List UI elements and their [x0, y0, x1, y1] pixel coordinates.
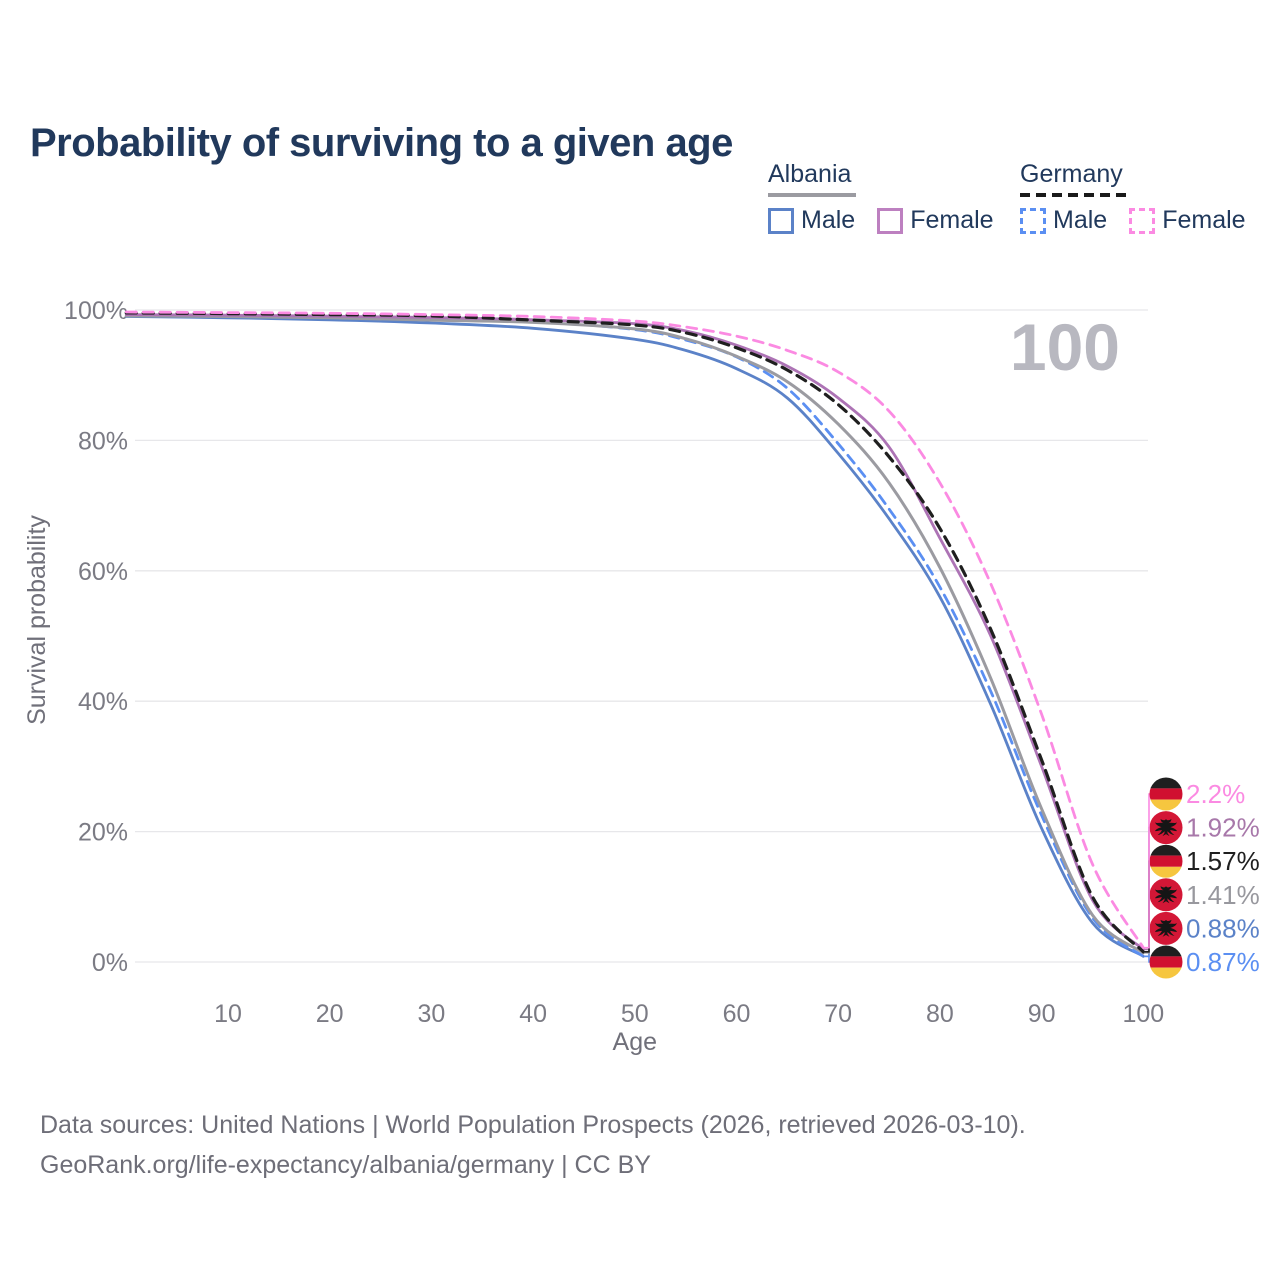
x-tick-label: 80 [926, 1000, 954, 1028]
albania-male-swatch-icon [768, 207, 794, 234]
end-value-label: 0.88% [1186, 913, 1260, 943]
end-value-label: 0.87% [1186, 947, 1260, 977]
end-value-label: 1.92% [1186, 813, 1260, 843]
legend-albania-header[interactable]: Albania [768, 160, 1016, 197]
y-tick-label: 80% [78, 427, 128, 455]
german-flag-icon [1149, 777, 1183, 811]
german-flag-icon [1149, 844, 1183, 878]
germany-male-swatch-icon [1020, 207, 1046, 234]
x-tick-label: 30 [417, 1000, 445, 1028]
legend-group-albania: Albania Male Female [768, 160, 1016, 235]
y-tick-label: 0% [92, 949, 128, 977]
legend-germany-label: Germany [1020, 160, 1123, 188]
legend-germany-male-label: Male [1053, 206, 1108, 234]
germany-total-line-swatch [1020, 193, 1126, 197]
y-tick-label: 40% [78, 688, 128, 716]
age-indicator-watermark: 100 [1010, 310, 1120, 384]
series-line-germany[interactable] [124, 311, 1145, 954]
legend-germany-female[interactable]: Female [1129, 206, 1246, 235]
end-value-label: 1.41% [1186, 880, 1260, 910]
series-line-albania-female[interactable] [124, 313, 1145, 951]
x-tick-label: 40 [519, 1000, 547, 1028]
x-tick-label: 100 [1122, 1000, 1164, 1028]
albania-female-swatch-icon [877, 207, 904, 234]
x-tick-label: 90 [1028, 1000, 1056, 1028]
page-title: Probability of surviving to a given age [30, 120, 733, 165]
albania-total-line-swatch [768, 193, 856, 197]
end-value-label: 1.57% [1186, 846, 1260, 876]
legend-albania-female[interactable]: Female [877, 206, 994, 235]
albanian-flag-icon [1149, 878, 1183, 912]
legend-albania-male[interactable]: Male [768, 206, 855, 235]
x-tick-label: 70 [824, 1000, 852, 1028]
y-tick-label: 20% [78, 819, 128, 847]
germany-female-swatch-icon [1129, 207, 1156, 234]
data-sources: Data sources: United Nations | World Pop… [40, 1105, 1026, 1185]
series-line-germany-male[interactable] [124, 312, 1145, 958]
x-tick-label: 20 [316, 1000, 344, 1028]
legend-germany-header[interactable]: Germany [1020, 160, 1268, 197]
series-line-albania[interactable] [124, 314, 1145, 955]
legend-germany-female-label: Female [1162, 206, 1246, 234]
data-sources-line2: GeoRank.org/life-expectancy/albania/germ… [40, 1151, 651, 1179]
data-sources-line1: Data sources: United Nations | World Pop… [40, 1111, 1026, 1139]
x-tick-label: 60 [723, 1000, 751, 1028]
y-tick-label: 100% [64, 297, 128, 325]
y-axis-title: Survival probability [23, 515, 51, 725]
albanian-flag-icon [1149, 811, 1183, 845]
end-label-connector [1144, 860, 1152, 953]
legend-germany-male[interactable]: Male [1020, 206, 1107, 235]
x-tick-label: 50 [621, 1000, 649, 1028]
legend-albania-label: Albania [768, 160, 852, 188]
legend-albania-male-label: Male [801, 206, 856, 234]
end-value-label: 2.2% [1186, 779, 1245, 809]
albanian-flag-icon [1149, 911, 1183, 945]
legend-group-germany: Germany Male Female [1020, 160, 1268, 235]
series-line-germany-female[interactable] [124, 310, 1145, 950]
legend-albania-female-label: Female [910, 206, 994, 234]
x-tick-label: 10 [214, 1000, 242, 1028]
german-flag-icon [1149, 945, 1183, 979]
y-tick-label: 60% [78, 558, 128, 586]
series-line-albania-male[interactable] [124, 315, 1145, 958]
x-axis-title: Age [613, 1028, 657, 1056]
